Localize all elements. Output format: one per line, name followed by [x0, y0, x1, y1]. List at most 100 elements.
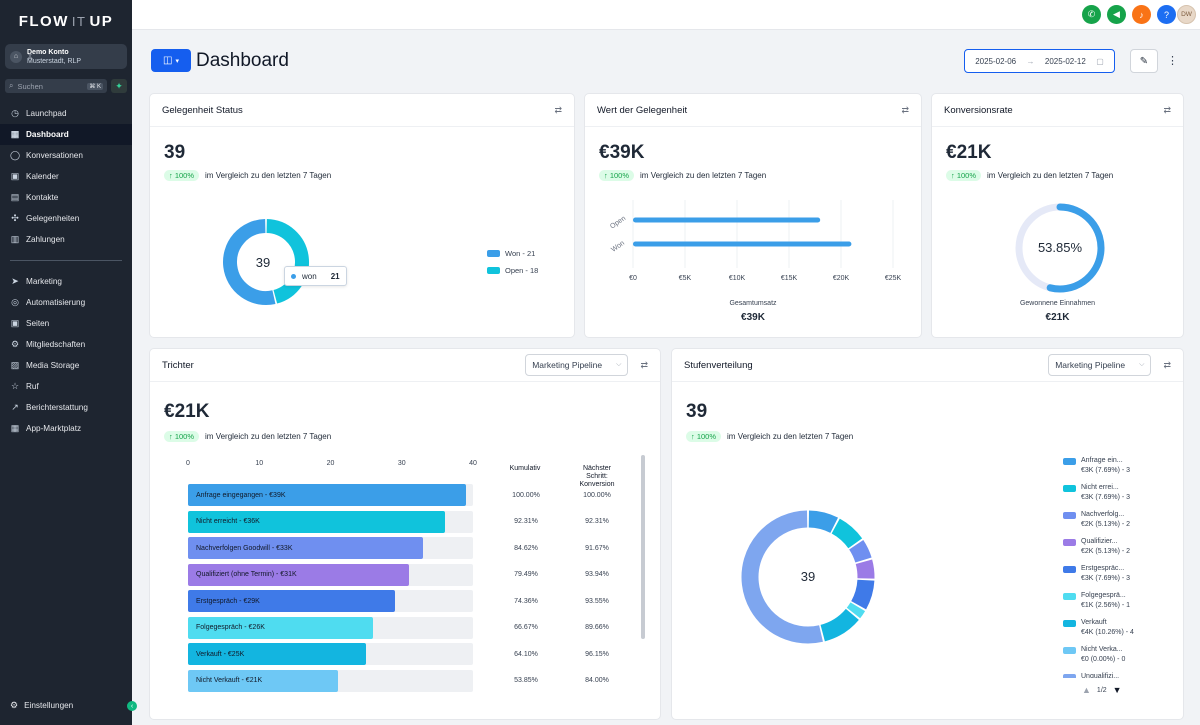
pipeline-select[interactable]: Marketing Pipeline ⌵ — [1048, 354, 1152, 376]
donut-segment-unqualifizi-[interactable] — [741, 510, 823, 644]
filter-icon[interactable]: ⇄ — [554, 104, 562, 115]
funnel-next-cell: 92.31% — [577, 510, 617, 534]
filter-icon[interactable]: ⇄ — [901, 104, 909, 115]
legend-item[interactable]: Won - 21 — [487, 249, 538, 258]
app-logo[interactable]: FLOW IT UP — [18, 12, 114, 30]
sidebar-divider — [10, 260, 122, 261]
funnel-bar[interactable]: Qualifiziert (ohne Termin) - €31K — [188, 563, 409, 586]
legend-item[interactable]: Anfrage ein... €3K (7.69%) - 3 — [1063, 456, 1163, 476]
legend-item[interactable]: Erstgespräc... €3K (7.69%) - 3 — [1063, 564, 1163, 584]
sidebar-item-automatisierung[interactable]: ◎ Automatisierung — [0, 292, 132, 313]
phone-icon[interactable]: ✆ — [1082, 5, 1101, 24]
legend-page: 1/2 — [1096, 686, 1107, 694]
date-to: 2025-02-12 — [1044, 56, 1086, 66]
sidebar-item-media-storage[interactable]: ▨ Media Storage — [0, 355, 132, 376]
donut-segment-nachverfolg-[interactable] — [848, 540, 872, 563]
sidebar-item-dashboard[interactable]: ▦ Dashboard — [0, 124, 132, 145]
sidebar-item-settings[interactable]: ⚙ Einstellungen ‹ — [0, 695, 137, 715]
stage-legend: Anfrage ein... €3K (7.69%) - 3 Nicht errei… — [1063, 456, 1163, 678]
megaphone-icon[interactable]: ◀ — [1107, 5, 1126, 24]
funnel-bar[interactable]: Verkauft - €25K — [188, 643, 367, 665]
donut-segment-folgegespr-[interactable] — [846, 602, 866, 619]
card-title: Gelegenheit Status — [162, 104, 243, 116]
arrow-up-icon[interactable]: ▲ — [1082, 685, 1091, 695]
sidebar-item-label: Media Storage — [26, 361, 80, 370]
scrollbar[interactable] — [641, 455, 645, 639]
search-placeholder: Suchen — [17, 81, 43, 91]
funnel-bar[interactable]: Folgegespräch - €26K — [188, 616, 374, 639]
donut-segment-nicht-errei-[interactable] — [831, 518, 863, 549]
more-options-icon[interactable]: ⋮ — [1167, 55, 1178, 67]
bell-icon[interactable]: ♪ — [1132, 5, 1151, 24]
sidebar-item-seiten[interactable]: ▣ Seiten — [0, 313, 132, 334]
edit-dashboard-button[interactable]: ✎ — [1130, 49, 1158, 73]
chart-footer-label: Gewonnene Einnahmen — [1019, 300, 1096, 307]
legend-detail: €2K (5.13%) - 2 — [1081, 521, 1131, 528]
help-icon[interactable]: ? — [1157, 5, 1176, 24]
sidebar-item-mitgliedschaften[interactable]: ⚙ Mitgliedschaften — [0, 334, 132, 355]
funnel-bar[interactable]: Nicht erreicht - €36K — [188, 510, 445, 533]
funnel-bar-label: Nicht Verkauft - €21K — [196, 677, 263, 684]
filter-icon[interactable]: ⇄ — [1163, 359, 1171, 370]
sidebar-item-marketing[interactable]: ➤ Marketing — [0, 271, 132, 292]
sidebar-item-ruf[interactable]: ☆ Ruf — [0, 376, 132, 397]
funnel-bar[interactable]: Nachverfolgen Goodwill - €33K — [188, 537, 424, 559]
avatar[interactable]: DW — [1177, 5, 1196, 24]
sparkle-icon[interactable]: ✦ — [111, 79, 127, 93]
funnel-bar-label: Nachverfolgen Goodwill - €33K — [196, 544, 293, 552]
legend-label: Qualifizier... — [1081, 538, 1118, 545]
sidebar-item-kontakte[interactable]: ▤ Kontakte — [0, 187, 132, 208]
pipeline-select[interactable]: Marketing Pipeline ⌵ — [525, 354, 629, 376]
sidebar-item-label: Gelegenheiten — [26, 214, 80, 223]
funnel-cumulative-cell: 100.00% — [506, 483, 546, 507]
funnel-bar[interactable]: Anfrage eingegangen - €39K — [188, 484, 466, 506]
donut-segment-erstgespr-c-[interactable] — [851, 579, 875, 610]
funnel-bar[interactable]: Erstgespräch - €29K — [188, 590, 395, 612]
legend-item[interactable]: Qualifizier... €2K (5.13%) - 2 — [1063, 537, 1163, 557]
gauge-value-arc[interactable] — [1046, 203, 1105, 293]
legend-label: Nicht errei... — [1081, 484, 1119, 491]
legend-pager: ▲ 1/2 ▼ — [1082, 685, 1122, 695]
funnel-bar-label: Verkauft - €25K — [196, 650, 245, 658]
date-from: 2025-02-06 — [975, 56, 1017, 66]
bar-won[interactable] — [633, 241, 852, 247]
x-tick-label: €25K — [885, 275, 902, 282]
legend-item[interactable]: Nachverfolg... €2K (5.13%) - 2 — [1063, 510, 1163, 530]
sidebar-item-konversationen[interactable]: ◯ Konversationen — [0, 145, 132, 166]
date-range-picker[interactable]: 2025-02-06 → 2025-02-12 ▢ — [964, 49, 1115, 73]
account-switcher[interactable]: ⌂ Demo Konto Musterstadt, RLP ⇕ — [5, 44, 127, 69]
view-switch-button[interactable]: ◫ ▾ — [151, 49, 191, 72]
donut-segment-verkauft[interactable] — [820, 608, 859, 642]
search-input[interactable]: ⌕ Suchen ⌘ K — [5, 79, 107, 93]
donut-segment-anfrage-ein-[interactable] — [808, 510, 839, 533]
donut-segment-open[interactable] — [266, 219, 309, 304]
filter-icon[interactable]: ⇄ — [640, 359, 648, 370]
sidebar-item-gelegenheiten[interactable]: ✣ Gelegenheiten — [0, 208, 132, 229]
funnel-next-cell: 89.66% — [577, 616, 617, 640]
card-stage-distribution: Stufenverteilung Marketing Pipeline ⌵ ⇄ 3… — [671, 348, 1184, 720]
donut-segment-won[interactable] — [223, 219, 276, 305]
donut-segment-qualifizier-[interactable] — [855, 559, 875, 579]
donut-center-value: 39 — [256, 255, 270, 270]
legend-swatch — [1063, 620, 1076, 627]
legend-label: Anfrage ein... — [1081, 457, 1123, 464]
sidebar-item-app-marktplatz[interactable]: ▦ App-Marktplatz — [0, 418, 132, 439]
sidebar-item-launchpad[interactable]: ◷ Launchpad — [0, 103, 132, 124]
legend-item[interactable]: Unqualifizi... — [1063, 672, 1163, 678]
funnel-bar[interactable]: Nicht Verkauft - €21K — [188, 669, 338, 692]
legend-item[interactable]: Nicht Verka... €0 (0.00%) - 0 — [1063, 645, 1163, 665]
legend-item[interactable]: Folgegesprä... €1K (2.56%) - 1 — [1063, 591, 1163, 611]
funnel-chart: 0 10 20 30 40 Anfrage eingegangen - €39K 100.0… — [150, 349, 660, 719]
sidebar-item-berichterstattung[interactable]: ↗ Berichterstattung — [0, 397, 132, 418]
arrow-down-icon[interactable]: ▼ — [1112, 685, 1122, 695]
sidebar-item-zahlungen[interactable]: ▥ Zahlungen — [0, 229, 132, 250]
sidebar-item-kalender[interactable]: ▣ Kalender — [0, 166, 132, 187]
filter-icon[interactable]: ⇄ — [1163, 104, 1171, 115]
legend-item[interactable]: Open - 18 — [487, 266, 538, 275]
card-title: Trichter — [162, 359, 194, 371]
x-tick-label: €20K — [833, 275, 850, 282]
bar-open[interactable] — [633, 217, 821, 223]
legend-item[interactable]: Verkauft €4K (10.26%) - 4 — [1063, 618, 1163, 638]
collapse-sidebar-button[interactable]: ‹ — [127, 701, 137, 711]
legend-item[interactable]: Nicht errei... €3K (7.69%) - 3 — [1063, 483, 1163, 503]
